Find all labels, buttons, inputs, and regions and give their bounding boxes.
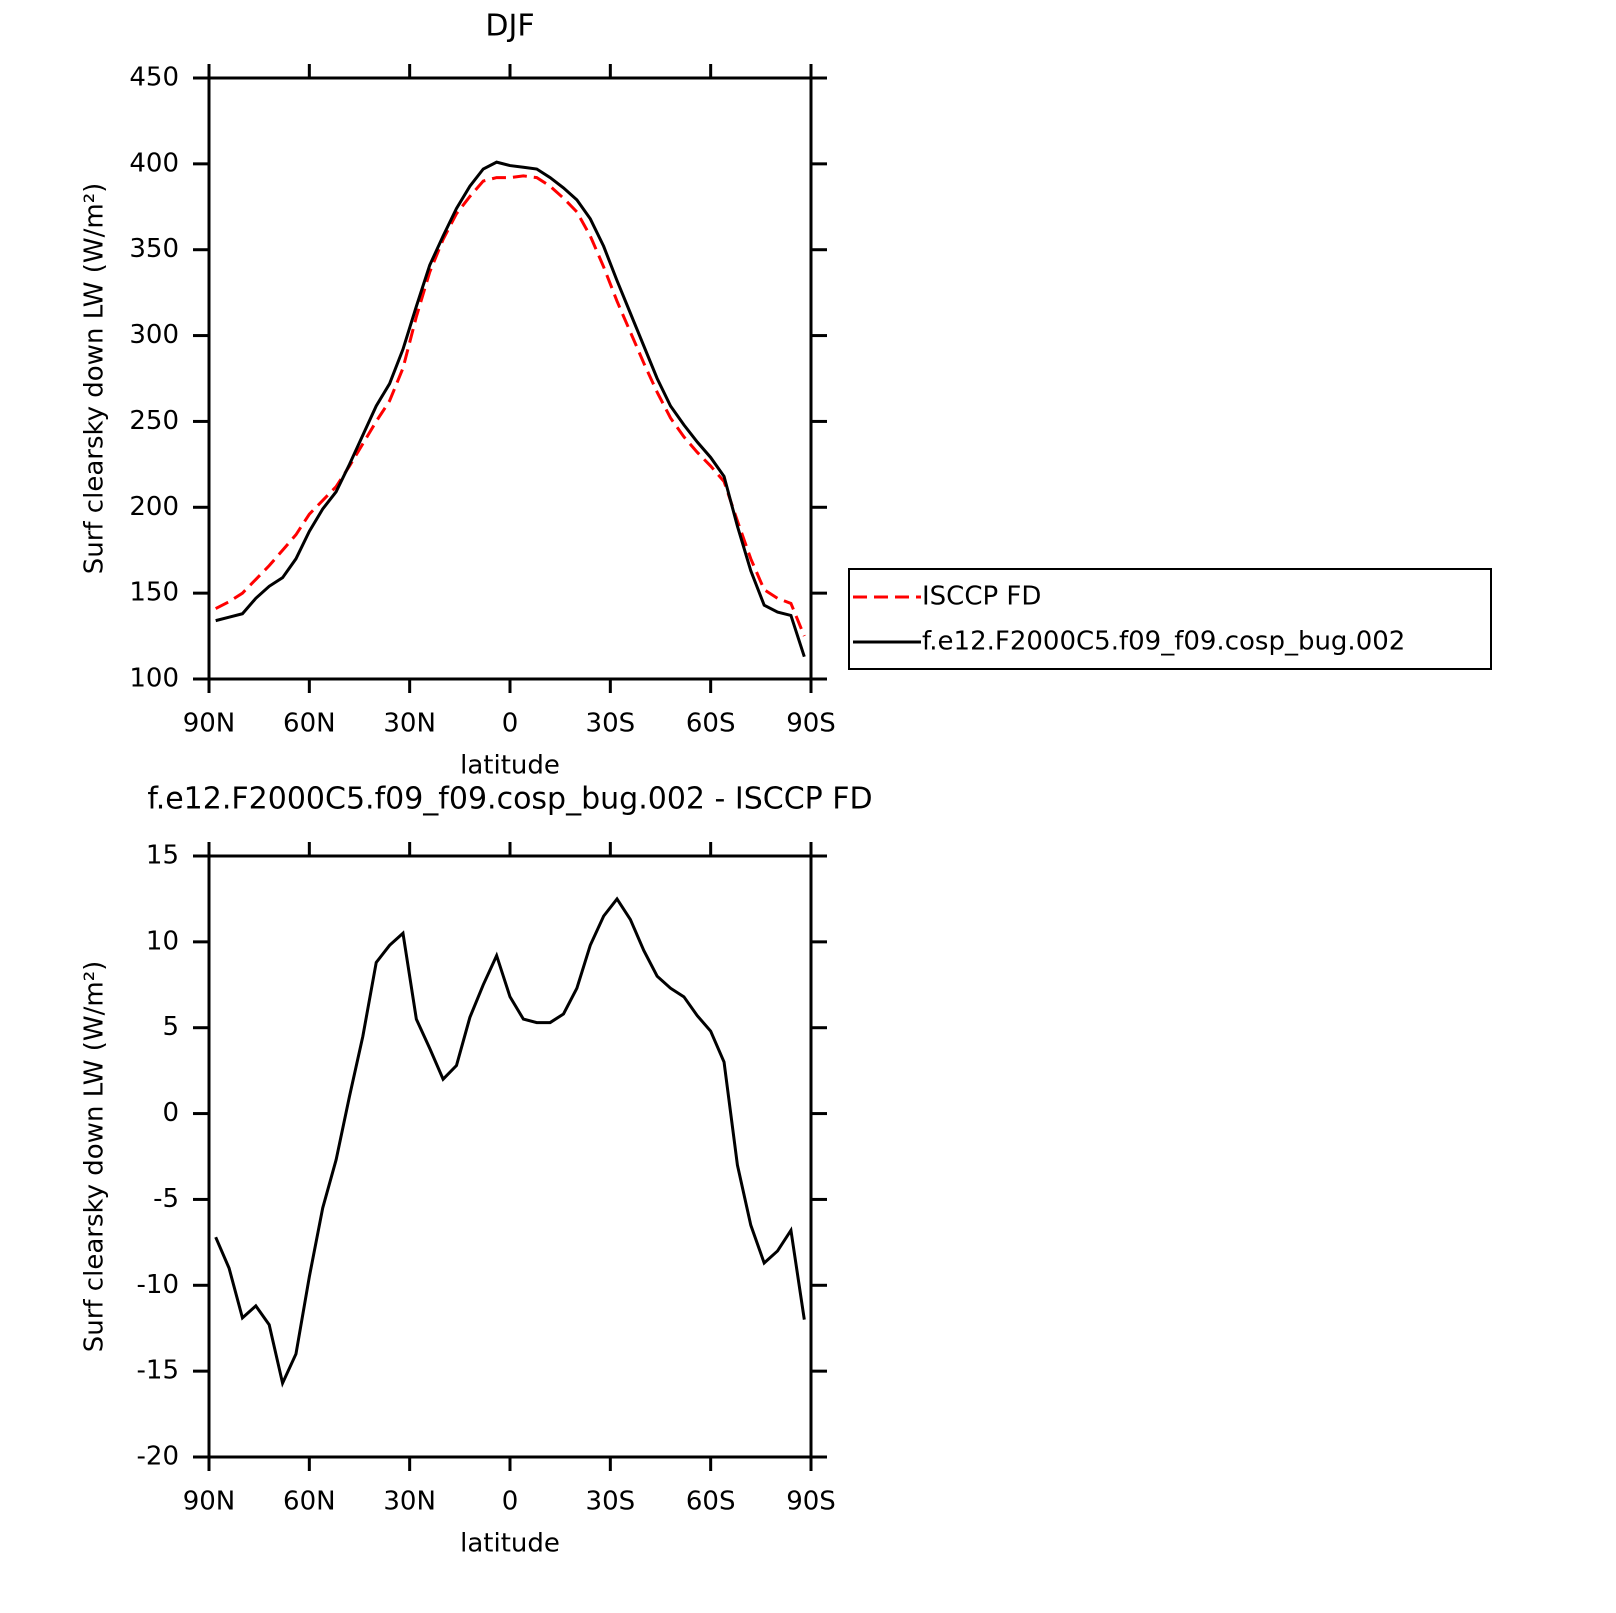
y-tick-label: 350 — [129, 234, 179, 264]
y-tick-label: 200 — [129, 492, 179, 522]
y-axis-label: Surf clearsky down LW (W/m²) — [80, 961, 110, 1353]
x-tick-label: 60N — [283, 1487, 336, 1517]
y-tick-label: -5 — [153, 1184, 179, 1214]
x-tick-label: 90N — [183, 709, 236, 739]
x-tick-label: 90S — [786, 709, 836, 739]
chart-title: f.e12.F2000C5.f09_f09.cosp_bug.002 - ISC… — [147, 782, 872, 817]
y-tick-label: 150 — [129, 578, 179, 608]
y-tick-label: 400 — [129, 148, 179, 178]
plot-frame — [207, 76, 813, 681]
x-tick-label: 0 — [502, 1487, 519, 1517]
y-tick-label: 10 — [146, 926, 179, 956]
data-line — [215, 174, 806, 637]
x-tick-label: 60S — [686, 1487, 736, 1517]
y-tick-label: -10 — [137, 1270, 179, 1300]
x-tick-label: 0 — [502, 709, 519, 739]
y-tick-label: 15 — [146, 841, 179, 871]
y-tick-label: 100 — [129, 664, 179, 694]
y-tick-label: -20 — [137, 1442, 179, 1472]
chart-title: DJF — [485, 9, 534, 44]
y-tick-label: 0 — [162, 1098, 179, 1128]
y-tick-label: 450 — [129, 63, 179, 93]
legend-box — [848, 568, 1492, 670]
x-tick-label: 30S — [586, 709, 636, 739]
x-tick-label: 90N — [183, 1487, 236, 1517]
legend-label: f.e12.F2000C5.f09_f09.cosp_bug.002 — [922, 627, 1405, 657]
data-line — [215, 160, 806, 658]
data-line — [214, 896, 806, 1388]
legend-label: ISCCP FD — [922, 582, 1041, 612]
x-tick-label: 60N — [283, 709, 336, 739]
plot-frame — [207, 854, 813, 1459]
x-axis-label: latitude — [460, 1529, 560, 1559]
y-tick-label: 300 — [129, 320, 179, 350]
x-tick-label: 30N — [383, 709, 436, 739]
y-tick-label: 5 — [162, 1012, 179, 1042]
x-tick-label: 30N — [383, 1487, 436, 1517]
x-axis-label: latitude — [460, 751, 560, 781]
x-tick-label: 30S — [586, 1487, 636, 1517]
y-tick-label: 250 — [129, 406, 179, 436]
x-tick-label: 90S — [786, 1487, 836, 1517]
y-tick-label: -15 — [137, 1356, 179, 1386]
x-tick-label: 60S — [686, 709, 736, 739]
y-axis-label: Surf clearsky down LW (W/m²) — [80, 183, 110, 575]
